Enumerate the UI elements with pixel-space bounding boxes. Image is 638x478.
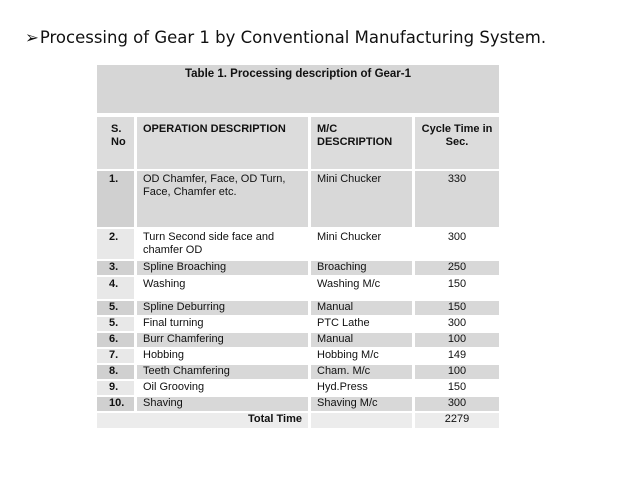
row-cycle-time: 100 xyxy=(415,333,499,347)
row-mc: Shaving M/c xyxy=(311,397,415,411)
row-mc: Manual xyxy=(311,333,415,347)
row-mc: Washing M/c xyxy=(311,277,415,299)
row-sno: 5. xyxy=(97,317,137,331)
row-operation: Washing xyxy=(137,277,311,299)
row-operation: Spline Deburring xyxy=(137,301,311,315)
total-row: Total Time 2279 xyxy=(97,413,499,428)
row-cycle-time: 150 xyxy=(415,381,499,395)
table-row: 3. Spline Broaching Broaching 250 xyxy=(97,261,499,275)
row-cycle-time: 330 xyxy=(415,171,499,227)
row-operation: Oil Grooving xyxy=(137,381,311,395)
arrow-bullet-icon: ➢ xyxy=(25,28,39,47)
table-row: 1. OD Chamfer, Face, OD Turn, Face, Cham… xyxy=(97,171,499,227)
table-row: 10. Shaving Shaving M/c 300 xyxy=(97,397,499,411)
row-mc: Broaching xyxy=(311,261,415,275)
processing-table-figure: Table 1. Processing description of Gear-… xyxy=(97,65,499,433)
table-row: 2. Turn Second side face and chamfer OD … xyxy=(97,229,499,259)
row-cycle-time: 300 xyxy=(415,397,499,411)
header-sno: S. No xyxy=(97,117,137,169)
total-label: Total Time xyxy=(97,413,311,428)
table-row: 8. Teeth Chamfering Cham. M/c 100 xyxy=(97,365,499,379)
total-value: 2279 xyxy=(415,413,499,428)
row-cycle-time: 149 xyxy=(415,349,499,363)
row-operation: Spline Broaching xyxy=(137,261,311,275)
row-cycle-time: 250 xyxy=(415,261,499,275)
row-operation: Burr Chamfering xyxy=(137,333,311,347)
row-sno: 5. xyxy=(97,301,137,315)
header-mc: M/C DESCRIPTION xyxy=(311,117,415,169)
header-cycle-time: Cycle Time in Sec. xyxy=(415,117,499,169)
row-mc: Manual xyxy=(311,301,415,315)
table-row: 5. Final turning PTC Lathe 300 xyxy=(97,317,499,331)
row-sno: 2. xyxy=(97,229,137,259)
header-operation: OPERATION DESCRIPTION xyxy=(137,117,311,169)
row-sno: 9. xyxy=(97,381,137,395)
row-sno: 1. xyxy=(97,171,137,227)
row-sno: 3. xyxy=(97,261,137,275)
table-caption: Table 1. Processing description of Gear-… xyxy=(97,65,499,113)
row-operation: OD Chamfer, Face, OD Turn, Face, Chamfer… xyxy=(137,171,311,227)
row-mc: Hyd.Press xyxy=(311,381,415,395)
row-mc: Hobbing M/c xyxy=(311,349,415,363)
row-cycle-time: 150 xyxy=(415,301,499,315)
row-mc: PTC Lathe xyxy=(311,317,415,331)
row-operation: Shaving xyxy=(137,397,311,411)
row-sno: 4. xyxy=(97,277,137,299)
row-mc: Mini Chucker xyxy=(311,229,415,259)
row-cycle-time: 300 xyxy=(415,317,499,331)
row-sno: 6. xyxy=(97,333,137,347)
row-mc: Cham. M/c xyxy=(311,365,415,379)
row-operation: Final turning xyxy=(137,317,311,331)
processing-table: S. No OPERATION DESCRIPTION M/C DESCRIPT… xyxy=(97,115,499,430)
row-operation: Turn Second side face and chamfer OD xyxy=(137,229,311,259)
row-sno: 10. xyxy=(97,397,137,411)
row-operation: Hobbing xyxy=(137,349,311,363)
row-cycle-time: 300 xyxy=(415,229,499,259)
table-row: 7. Hobbing Hobbing M/c 149 xyxy=(97,349,499,363)
row-cycle-time: 100 xyxy=(415,365,499,379)
row-operation: Teeth Chamfering xyxy=(137,365,311,379)
row-mc: Mini Chucker xyxy=(311,171,415,227)
row-sno: 7. xyxy=(97,349,137,363)
table-row: 6. Burr Chamfering Manual 100 xyxy=(97,333,499,347)
table-row: 5. Spline Deburring Manual 150 xyxy=(97,301,499,315)
table-header-row: S. No OPERATION DESCRIPTION M/C DESCRIPT… xyxy=(97,117,499,169)
total-spacer xyxy=(311,413,415,428)
table-row: 4. Washing Washing M/c 150 xyxy=(97,277,499,299)
slide-heading-text: Processing of Gear 1 by Conventional Man… xyxy=(39,28,547,47)
slide-heading: ➢Processing of Gear 1 by Conventional Ma… xyxy=(25,28,546,47)
row-sno: 8. xyxy=(97,365,137,379)
table-row: 9. Oil Grooving Hyd.Press 150 xyxy=(97,381,499,395)
row-cycle-time: 150 xyxy=(415,277,499,299)
